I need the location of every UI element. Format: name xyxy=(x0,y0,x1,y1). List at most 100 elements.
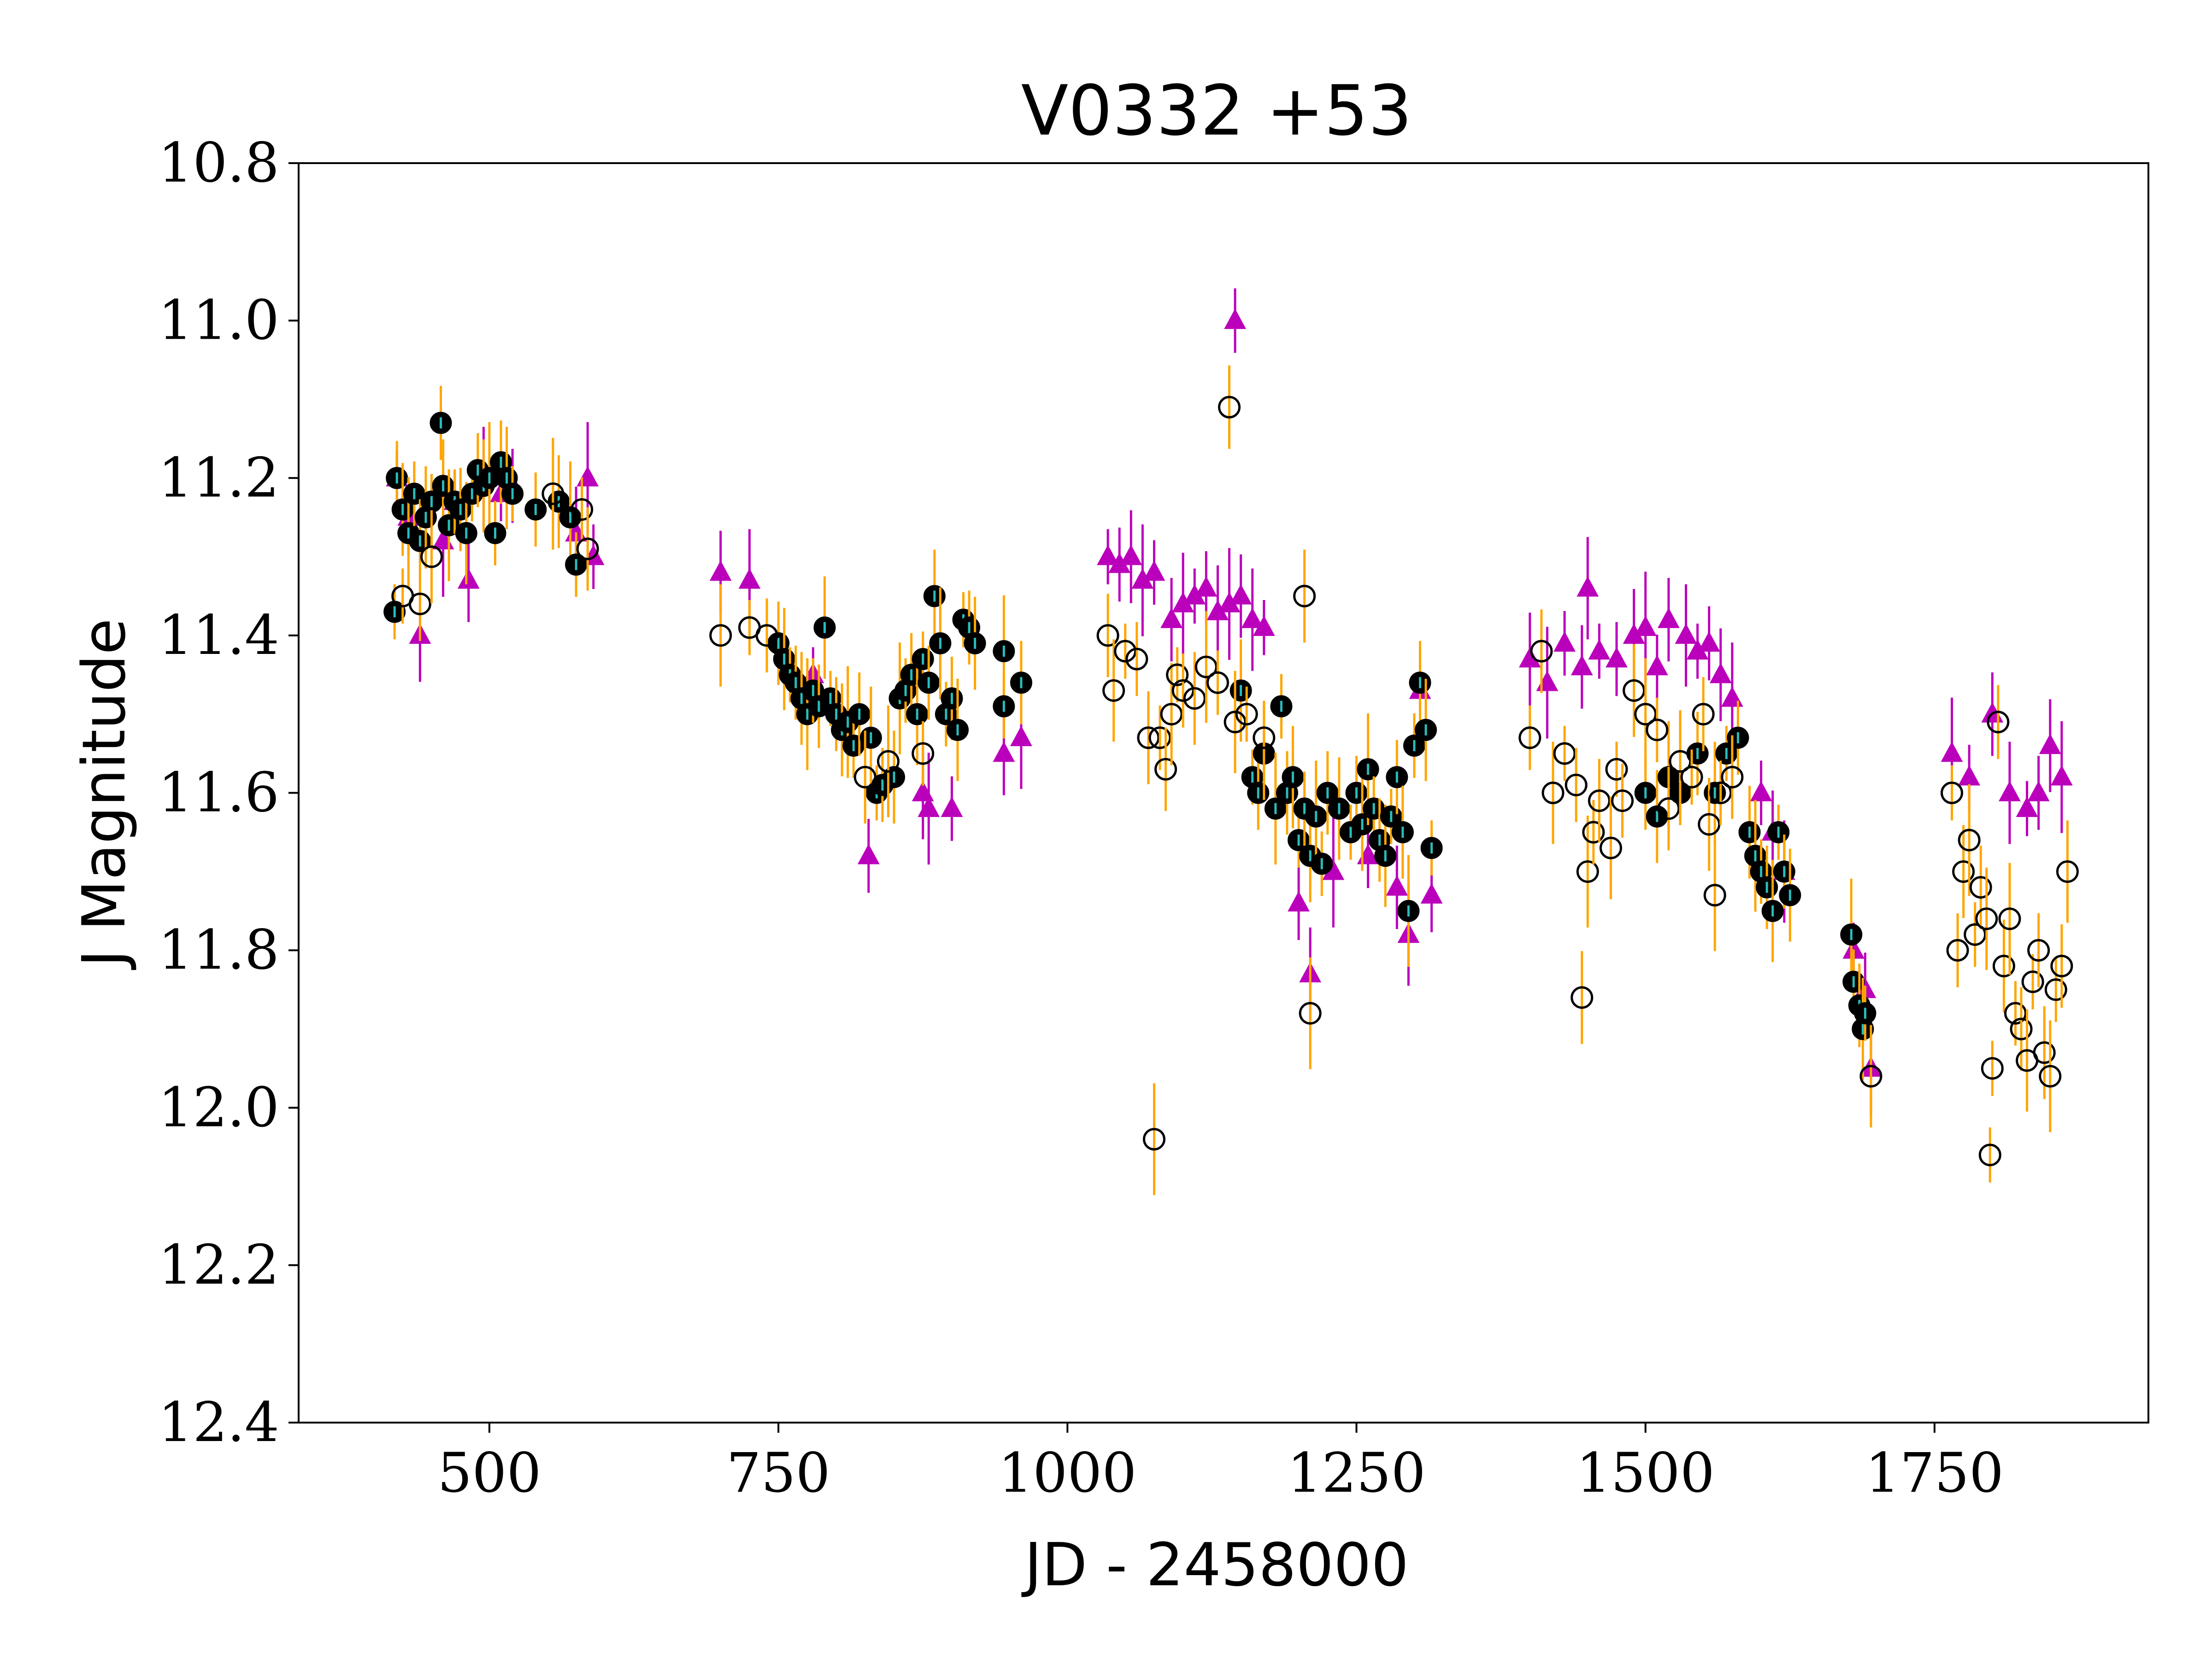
data-point-triangle xyxy=(1097,545,1119,565)
data-point-open xyxy=(1235,703,1258,726)
data-point-triangle xyxy=(2027,781,2050,801)
data-point-triangle xyxy=(1958,765,1981,786)
x-tick-label: 1250 xyxy=(1287,1441,1425,1505)
data-point-open xyxy=(576,537,599,560)
data-point-open xyxy=(2033,1041,2056,1064)
data-point-triangle xyxy=(1322,859,1345,880)
data-point-open xyxy=(1692,703,1715,726)
data-point-triangle xyxy=(1657,607,1680,628)
data-point-triangle xyxy=(1120,545,1142,565)
data-point-triangle xyxy=(1230,584,1252,605)
data-point-open xyxy=(1669,750,1692,773)
data-point-triangle xyxy=(1842,938,1865,959)
data-point-open xyxy=(1194,655,1218,678)
data-point-open xyxy=(1166,663,1189,686)
data-point-open xyxy=(877,750,900,773)
data-point-open xyxy=(1992,954,2015,977)
y-tick-label: 11.8 xyxy=(158,918,279,982)
data-point-open xyxy=(2021,970,2044,993)
data-point-open xyxy=(1998,907,2021,930)
data-point-open xyxy=(1171,679,1194,702)
data-point-triangle xyxy=(1010,725,1032,747)
data-point-open xyxy=(1958,829,1981,852)
y-tick-label: 11.6 xyxy=(158,761,279,824)
data-point-open xyxy=(1530,640,1553,663)
x-tick-label: 1500 xyxy=(1577,1441,1715,1505)
data-point-open xyxy=(1599,836,1622,859)
x-axis-label: JD - 2458000 xyxy=(1021,1531,1409,1600)
data-point-open xyxy=(1623,679,1646,702)
data-point-triangle xyxy=(457,568,480,589)
data-point-triangle xyxy=(1623,623,1645,644)
data-point-triangle xyxy=(1420,883,1443,904)
data-point-triangle xyxy=(1108,553,1131,573)
data-point-triangle xyxy=(1288,891,1310,912)
data-point-open xyxy=(1703,884,1726,907)
data-point-open xyxy=(912,742,935,765)
data-point-open xyxy=(1946,939,1969,962)
data-point-triangle xyxy=(1172,592,1194,612)
data-point-triangle xyxy=(709,560,732,581)
data-point-open xyxy=(1634,703,1657,726)
data-point-open xyxy=(1981,1057,2004,1080)
series-open-circle xyxy=(391,365,2079,1195)
data-point-open xyxy=(1941,782,1964,804)
data-point-triangle xyxy=(1143,560,1165,581)
data-point-triangle xyxy=(1131,568,1154,589)
data-point-open xyxy=(1565,773,1588,796)
y-axis: 10.8 11.0 11.2 11.4 11.6 11.8 12.0 12.2 12.4 xyxy=(158,131,299,1454)
data-point-triangle xyxy=(1386,875,1408,896)
data-point-triangle xyxy=(2050,765,2073,786)
data-point-open xyxy=(1224,711,1247,734)
data-point-open xyxy=(1975,907,1998,930)
x-tick-label: 500 xyxy=(437,1441,541,1505)
data-point-open xyxy=(1125,647,1148,671)
data-point-open xyxy=(2039,1065,2062,1088)
data-point-open xyxy=(1987,711,2010,734)
data-point-open xyxy=(1102,679,1125,702)
data-point-open xyxy=(1253,726,1276,749)
data-point-open xyxy=(2027,939,2050,962)
y-tick-label: 11.4 xyxy=(158,603,279,667)
data-point-open xyxy=(1137,726,1160,749)
data-point-open xyxy=(1576,860,1599,883)
data-point-open xyxy=(1978,1143,2001,1166)
data-point-open xyxy=(1709,782,1732,804)
data-point-open xyxy=(853,765,877,788)
data-point-open xyxy=(2050,954,2073,977)
data-point-open xyxy=(1293,584,1316,607)
chart-title: V0332 +53 xyxy=(1021,71,1412,151)
data-point-triangle xyxy=(1577,576,1599,597)
data-point-open xyxy=(1206,671,1229,694)
data-point-open xyxy=(1588,789,1611,812)
data-point-open xyxy=(408,593,431,616)
data-point-open xyxy=(1657,797,1680,820)
data-point-triangle xyxy=(1750,781,1772,801)
y-tick-label: 12.4 xyxy=(158,1390,279,1454)
data-point-open xyxy=(541,482,565,505)
data-point-triangle xyxy=(1686,639,1709,660)
data-point-triangle xyxy=(1195,576,1218,597)
x-tick-label: 1000 xyxy=(998,1441,1136,1505)
y-axis-label: J Magnitude xyxy=(70,618,139,971)
data-point-open xyxy=(1952,860,1975,883)
data-point-triangle xyxy=(2016,796,2038,817)
x-axis: 500 750 1000 1250 1500 1750 xyxy=(437,1423,2004,1505)
data-point-triangle xyxy=(1941,741,1963,762)
data-point-triangle xyxy=(1206,600,1229,620)
data-point-triangle xyxy=(1241,607,1264,628)
data-point-open xyxy=(1611,789,1634,812)
data-point-open xyxy=(1859,1065,1883,1088)
data-point-open xyxy=(1154,758,1177,781)
data-point-triangle xyxy=(738,568,761,589)
data-point-open xyxy=(1160,703,1183,726)
data-point-open xyxy=(1969,876,1992,899)
data-point-triangle xyxy=(918,796,940,817)
data-point-open xyxy=(2004,1002,2027,1025)
data-point-open xyxy=(1605,758,1628,781)
data-point-open xyxy=(1541,782,1565,804)
data-point-open xyxy=(1964,923,1987,946)
data-point-open xyxy=(1582,821,1605,844)
data-point-open xyxy=(1183,687,1206,710)
